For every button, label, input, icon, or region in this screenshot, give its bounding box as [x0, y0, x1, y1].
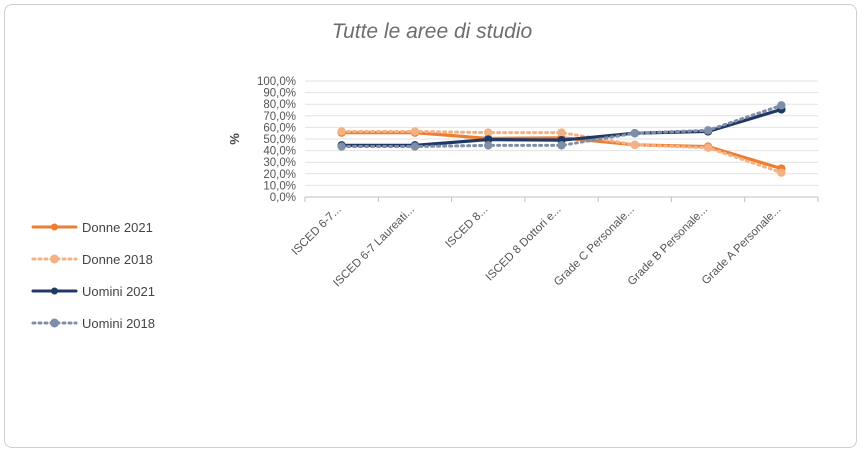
data-point: [777, 168, 786, 177]
legend-label: Uomini 2018: [82, 316, 155, 331]
legend-item: Uomini 2018: [31, 316, 155, 331]
legend: Donne 2021 Donne 2018 Uomini 2021 Uomini 20…: [31, 220, 155, 331]
x-tick-label: Grade B Personale...: [626, 204, 710, 288]
data-point: [630, 129, 639, 138]
legend-label: Uomini 2021: [82, 284, 155, 299]
x-tick-label: ISCED 8 Dottori e...: [484, 204, 564, 284]
series: [337, 101, 786, 177]
data-point: [703, 126, 713, 135]
x-tick-label: Grade C Personale...: [552, 204, 637, 289]
series-uomini-2018: [337, 101, 786, 151]
data-point: [484, 141, 493, 150]
y-tick-label: 50,0%: [263, 134, 296, 146]
data-point: [630, 140, 639, 149]
data-point: [337, 127, 346, 136]
legend-label: Donne 2018: [82, 252, 153, 267]
y-tick-label: 80,0%: [263, 99, 296, 111]
legend-item: Uomini 2021: [31, 284, 155, 299]
legend-item: Donne 2018: [31, 252, 153, 267]
chart-title: Tutte le aree di studio: [332, 20, 533, 43]
legend-item: Donne 2021: [31, 220, 153, 235]
data-point: [557, 141, 566, 150]
data-point: [703, 143, 713, 152]
x-tick-label: Grade A Personale...: [700, 204, 784, 288]
x-tick-label: ISCED 6-7...: [290, 204, 344, 258]
data-point: [484, 135, 493, 144]
series-donne-2018: [337, 127, 786, 177]
data-point: [777, 101, 786, 110]
y-tick-label: 70,0%: [263, 111, 296, 123]
data-point: [337, 142, 346, 151]
data-point: [557, 128, 566, 137]
data-point: [410, 142, 420, 151]
grid: [305, 80, 818, 186]
y-axis-label: %: [227, 133, 242, 145]
y-tick-label: 100,0%: [257, 76, 296, 88]
legend-marker: [50, 318, 59, 328]
x-tick-label: ISCED 6-7 Laureati...: [331, 204, 417, 290]
y-tick-label: 30,0%: [263, 157, 296, 169]
y-tick-label: 10,0%: [263, 180, 296, 192]
data-point: [484, 128, 493, 137]
y-tick-label: 40,0%: [263, 146, 296, 158]
axes: 0,0%10,0%20,0%30,0%40,0%50,0%60,0%70,0%8…: [257, 76, 819, 290]
legend-label: Donne 2021: [82, 220, 153, 235]
legend-marker: [51, 287, 58, 295]
chart-frame: [4, 4, 857, 448]
legend-marker: [50, 254, 59, 264]
y-tick-label: 60,0%: [263, 122, 296, 134]
data-point: [410, 127, 420, 136]
y-tick-label: 0,0%: [270, 192, 296, 204]
legend-marker: [51, 223, 58, 231]
y-tick-label: 20,0%: [263, 169, 296, 181]
x-tick-label: ISCED 8...: [443, 204, 490, 251]
y-tick-label: 90,0%: [263, 88, 296, 100]
